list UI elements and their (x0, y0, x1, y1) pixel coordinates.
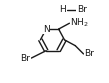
Text: H: H (59, 5, 66, 14)
Text: Br: Br (21, 54, 30, 63)
Text: Br: Br (77, 5, 87, 14)
Text: N: N (43, 25, 50, 34)
Text: Br: Br (84, 49, 94, 58)
Text: NH$_2$: NH$_2$ (70, 17, 89, 29)
